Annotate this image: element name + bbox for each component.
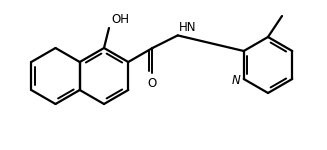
Text: N: N [232,75,241,87]
Text: OH: OH [111,13,129,26]
Text: HN: HN [179,21,196,34]
Text: O: O [148,77,157,90]
